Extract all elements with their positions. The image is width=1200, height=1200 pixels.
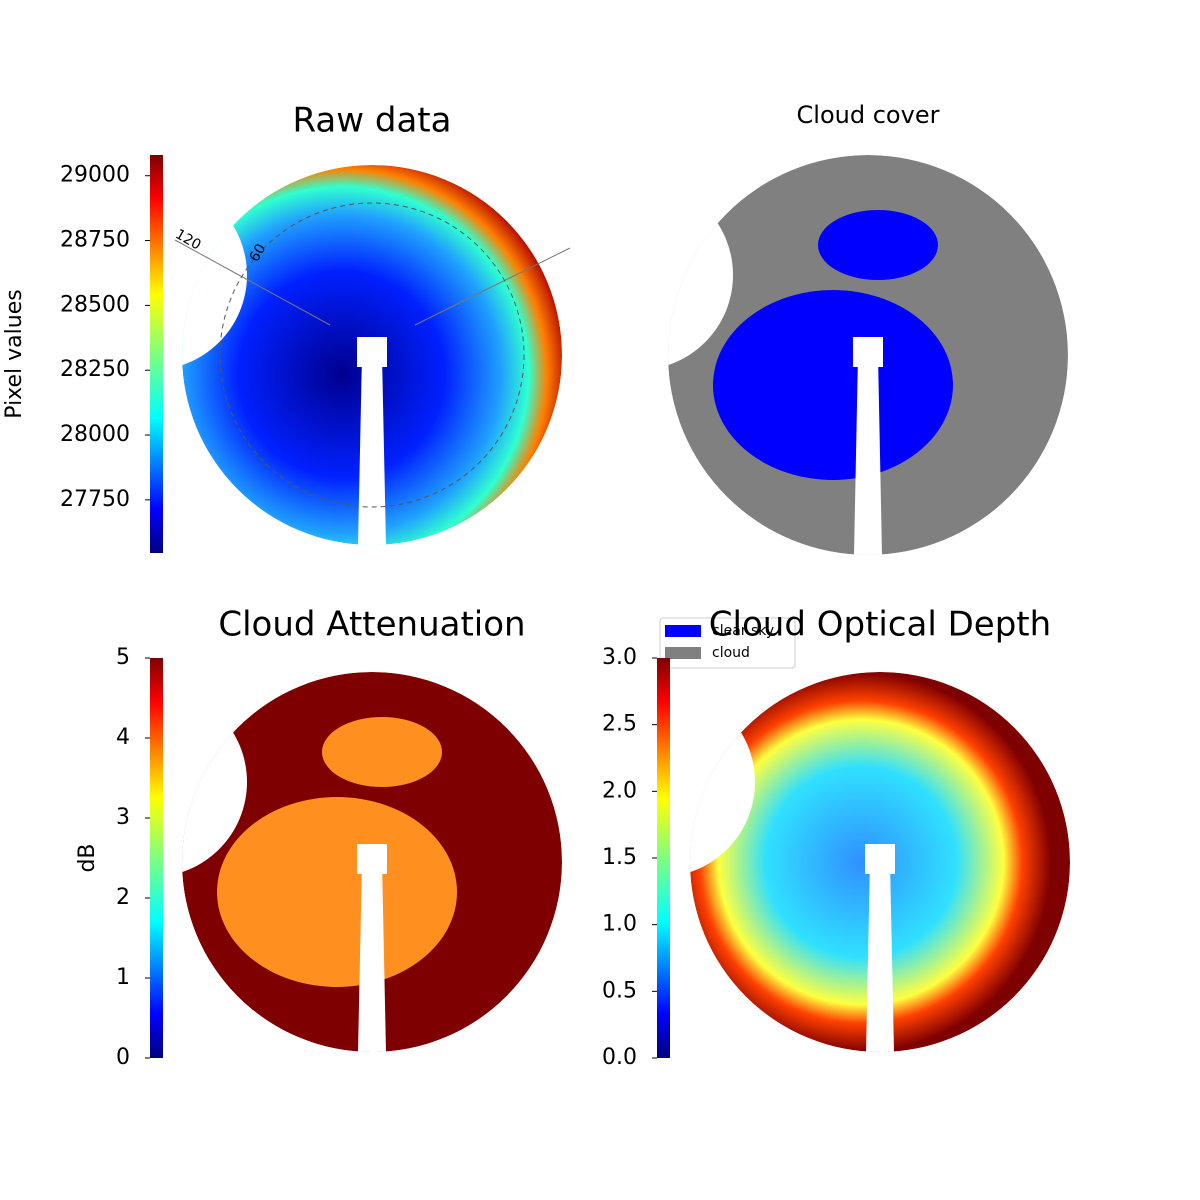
colorbar-tick-label: 1.5 <box>602 845 637 870</box>
region <box>217 797 457 987</box>
sky-image <box>690 672 1070 1052</box>
sky-image <box>182 165 562 545</box>
azimuth-line <box>174 239 331 326</box>
sky-image <box>668 155 1068 555</box>
region <box>322 717 442 787</box>
colorbar-tick-label: 3 <box>116 805 130 830</box>
colorbar <box>657 658 670 1058</box>
panel: Cloud Optical Depth 0.0 0.5 1.0 1.5 2.0 2.5 3.0 <box>602 605 1070 1070</box>
occlusion <box>668 180 733 370</box>
colorbar-tick-label: 28250 <box>60 357 130 382</box>
legend-label: cloud <box>712 645 750 661</box>
colorbar-tick-label: 28500 <box>60 292 130 317</box>
colorbar-label: dB <box>75 843 100 872</box>
panel-title: Raw data <box>293 101 452 141</box>
panel: Cloud Attenuation 0 1 2 3 4 5 dB <box>75 605 562 1070</box>
shadowband <box>866 862 894 1052</box>
shadowband <box>854 355 882 555</box>
shadowband <box>358 862 386 1052</box>
sensor-mount <box>357 844 387 874</box>
azimuth-line <box>414 247 571 326</box>
colorbar-tick-label: 29000 <box>60 163 130 188</box>
colorbar-tick-label: 5 <box>116 645 130 670</box>
region <box>818 210 938 280</box>
colorbar-tick-label: 28750 <box>60 228 130 253</box>
colorbar-tick-label: 0.5 <box>602 978 637 1003</box>
panel-title: Cloud cover <box>797 101 940 129</box>
panel-title: Cloud Optical Depth <box>709 605 1051 645</box>
colorbar-label: Pixel values <box>2 289 27 418</box>
colorbar-tick-label: 0.0 <box>602 1045 637 1070</box>
sensor-mount <box>357 337 387 367</box>
colorbar-tick-label: 3.0 <box>602 645 637 670</box>
colorbar <box>150 155 163 553</box>
legend: clear sky cloud <box>659 617 796 669</box>
legend-swatch <box>665 625 701 637</box>
colorbar-tick-label: 28000 <box>60 422 130 447</box>
colorbar <box>150 658 163 1058</box>
colorbar-tick-label: 2 <box>116 885 130 910</box>
colorbar-tick-label: 1.0 <box>602 912 637 937</box>
colorbar-tick-label: 27750 <box>60 487 130 512</box>
panel-title: Cloud Attenuation <box>218 605 525 645</box>
colorbar-tick-label: 4 <box>116 725 130 750</box>
colorbar-tick-label: 2.5 <box>602 712 637 737</box>
legend-label: clear sky <box>712 623 774 639</box>
angle-label: 120 <box>172 226 203 253</box>
panel: Raw data 27750 28000 28250 28500 28750 29000 Pi… <box>2 101 571 553</box>
panel: Cloud cover clear sky cloud <box>659 101 1068 669</box>
sky-image <box>182 672 562 1052</box>
angle-label: 60 <box>247 241 270 264</box>
sensor-mount <box>853 337 883 367</box>
region <box>713 290 953 480</box>
zenith-circle <box>219 202 525 508</box>
legend-swatch <box>665 647 701 659</box>
colorbar-tick-label: 0 <box>116 1045 130 1070</box>
shadowband <box>358 355 386 545</box>
colorbar-tick-label: 1 <box>116 965 130 990</box>
sensor-mount <box>865 844 895 874</box>
colorbar-tick-label: 2.0 <box>602 778 637 803</box>
